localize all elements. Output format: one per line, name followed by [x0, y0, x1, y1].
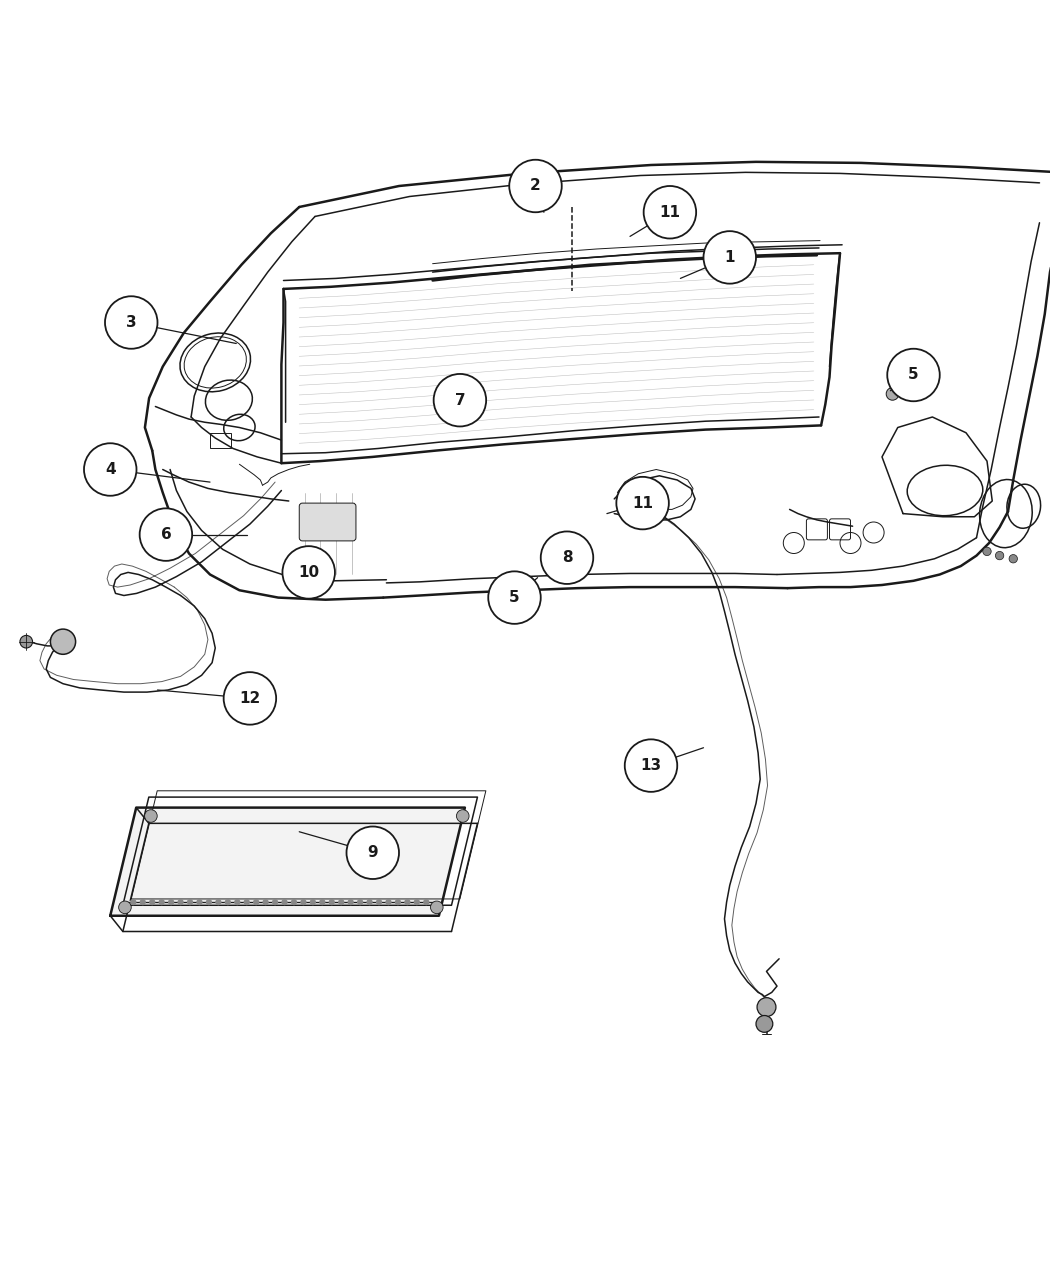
Polygon shape — [110, 807, 465, 915]
Circle shape — [149, 899, 155, 905]
Text: 4: 4 — [105, 462, 116, 477]
Circle shape — [423, 899, 429, 905]
Text: 2: 2 — [530, 179, 541, 194]
Text: 12: 12 — [239, 691, 260, 706]
Circle shape — [886, 388, 899, 400]
Circle shape — [310, 899, 316, 905]
Circle shape — [319, 899, 326, 905]
Circle shape — [215, 899, 222, 905]
Text: 11: 11 — [632, 496, 653, 510]
Circle shape — [348, 899, 354, 905]
Circle shape — [395, 899, 401, 905]
Circle shape — [234, 899, 240, 905]
Circle shape — [625, 740, 677, 792]
Text: 9: 9 — [368, 845, 378, 861]
Circle shape — [105, 296, 158, 349]
Text: 3: 3 — [126, 315, 136, 330]
Text: 11: 11 — [659, 205, 680, 219]
Circle shape — [225, 899, 231, 905]
Circle shape — [346, 826, 399, 878]
Circle shape — [281, 899, 288, 905]
Circle shape — [488, 571, 541, 623]
Circle shape — [756, 1015, 773, 1033]
Circle shape — [1009, 555, 1017, 564]
Circle shape — [262, 899, 269, 905]
Circle shape — [253, 899, 259, 905]
Text: 10: 10 — [298, 565, 319, 580]
Circle shape — [282, 546, 335, 599]
Circle shape — [414, 899, 420, 905]
Circle shape — [224, 672, 276, 724]
Circle shape — [20, 635, 33, 648]
Circle shape — [430, 901, 443, 914]
Circle shape — [177, 899, 184, 905]
Circle shape — [404, 899, 411, 905]
Circle shape — [84, 444, 136, 496]
Circle shape — [457, 810, 469, 822]
Circle shape — [130, 899, 136, 905]
Circle shape — [140, 899, 146, 905]
Circle shape — [376, 899, 382, 905]
Circle shape — [272, 899, 278, 905]
Text: 5: 5 — [908, 367, 919, 382]
Text: 6: 6 — [161, 527, 171, 542]
Circle shape — [385, 899, 392, 905]
Text: 5: 5 — [509, 590, 520, 606]
Circle shape — [995, 551, 1004, 560]
Circle shape — [357, 899, 363, 905]
Circle shape — [50, 629, 76, 654]
Circle shape — [509, 159, 562, 212]
Circle shape — [366, 899, 373, 905]
Circle shape — [704, 231, 756, 283]
Circle shape — [206, 899, 212, 905]
Circle shape — [983, 547, 991, 556]
Text: 7: 7 — [455, 393, 465, 408]
Circle shape — [338, 899, 344, 905]
Circle shape — [644, 186, 696, 238]
Circle shape — [616, 477, 669, 529]
Circle shape — [140, 509, 192, 561]
Text: 13: 13 — [640, 759, 662, 773]
Circle shape — [887, 349, 940, 402]
Circle shape — [541, 532, 593, 584]
Circle shape — [244, 899, 250, 905]
Circle shape — [119, 901, 131, 914]
Circle shape — [168, 899, 174, 905]
Circle shape — [187, 899, 193, 905]
Circle shape — [145, 810, 158, 822]
Circle shape — [159, 899, 165, 905]
Circle shape — [329, 899, 335, 905]
Circle shape — [434, 374, 486, 426]
Circle shape — [757, 997, 776, 1016]
FancyBboxPatch shape — [299, 504, 356, 541]
Text: 1: 1 — [724, 250, 735, 265]
Circle shape — [300, 899, 307, 905]
Circle shape — [196, 899, 203, 905]
Circle shape — [291, 899, 297, 905]
Text: 8: 8 — [562, 551, 572, 565]
